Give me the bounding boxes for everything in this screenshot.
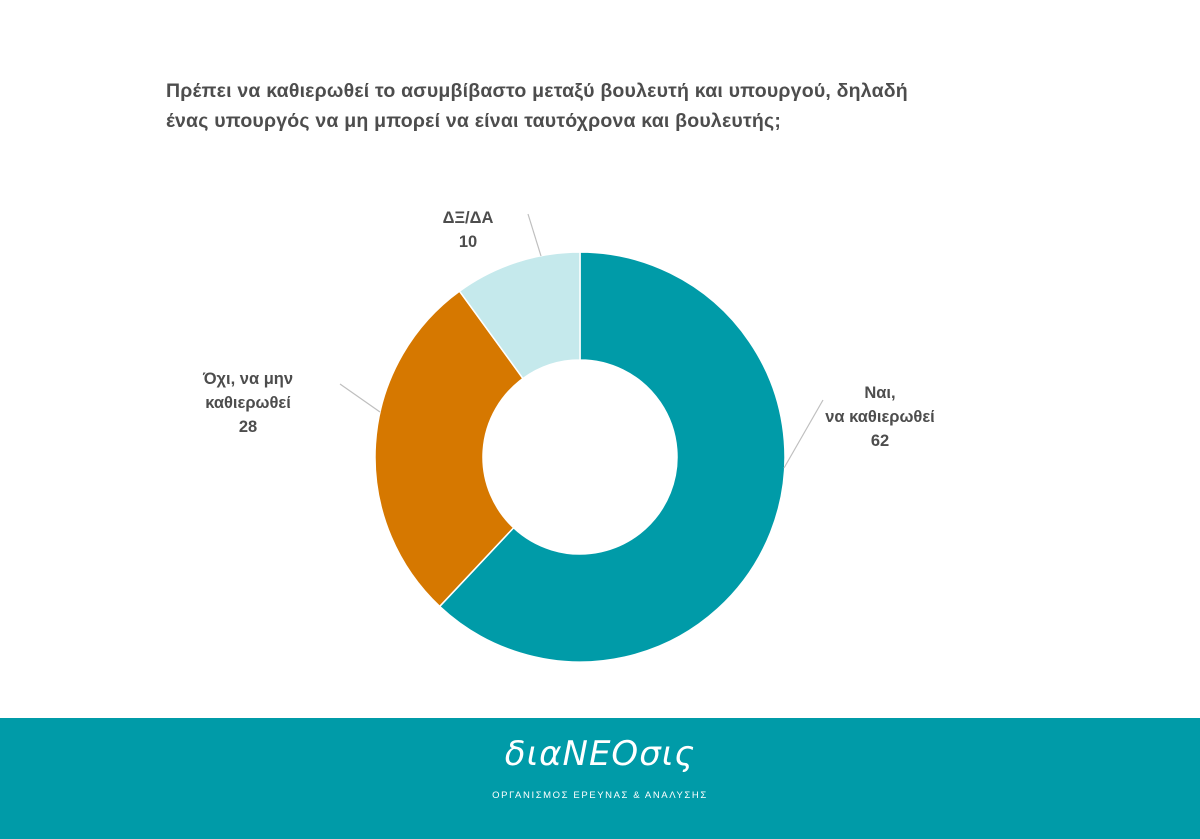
- donut-slice-3: [458, 251, 581, 380]
- slice-value-label-3: 10: [459, 233, 477, 251]
- slice-category-label-2: Όχι, να μην: [202, 370, 293, 388]
- slice-category-label-1: Ναι,: [864, 384, 895, 402]
- slice-value-label-2: 28: [239, 418, 257, 436]
- footer-bar: διαΝΕΟσις ΟΡΓΑΝΙΣΜΟΣ ΕΡΕΥΝΑΣ & ΑΝΑΛΥΣΗΣ: [0, 718, 1200, 839]
- chart-title-line-2: ένας υπουργός να μη μπορεί να είναι ταυτ…: [166, 110, 782, 132]
- leader-line-1: [783, 399, 824, 469]
- leader-line-2: [339, 383, 381, 413]
- slice-category-label-1: να καθιερωθεί: [825, 408, 935, 426]
- donut-slice-1: [438, 251, 786, 663]
- slice-value-label-1: 62: [871, 432, 889, 450]
- slice-category-label-3: ΔΞ/ΔΑ: [443, 209, 494, 227]
- brand-logo: διαΝΕΟσις: [504, 734, 696, 774]
- donut-slice-2: [374, 290, 525, 608]
- slice-category-label-2: καθιερωθεί: [205, 394, 291, 412]
- brand-subtitle: ΟΡΓΑΝΙΣΜΟΣ ΕΡΕΥΝΑΣ & ΑΝΑΛΥΣΗΣ: [492, 790, 708, 801]
- chart-title: Πρέπει να καθιερωθεί το ασυμβίβαστο μετα…: [166, 76, 1066, 136]
- leader-line-3: [527, 213, 542, 257]
- chart-title-line-1: Πρέπει να καθιερωθεί το ασυμβίβαστο μετα…: [166, 80, 908, 102]
- donut-chart: Ναι, να καθιερωθεί 62 Όχι, να μην καθιερωθεί…: [202, 209, 935, 663]
